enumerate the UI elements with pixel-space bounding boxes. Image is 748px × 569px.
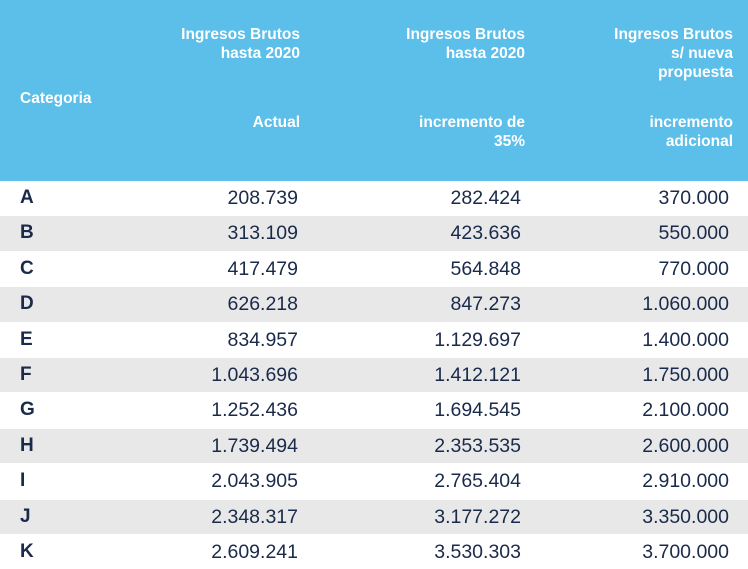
table-row: D 626.218 847.273 1.060.000 bbox=[0, 287, 748, 322]
table-row: A 208.739 282.424 370.000 bbox=[0, 181, 748, 216]
actual-cell: 2.043.905 bbox=[211, 470, 298, 493]
propuesta-cell: 1.060.000 bbox=[642, 293, 729, 316]
incremento35-cell: 847.273 bbox=[450, 293, 522, 316]
propuesta-cell: 3.700.000 bbox=[642, 540, 729, 563]
incremento35-cell: 2.765.404 bbox=[434, 470, 521, 493]
category-cell: G bbox=[20, 399, 35, 421]
actual-cell: 2.348.317 bbox=[211, 505, 298, 528]
header-category: Categoria bbox=[20, 90, 92, 107]
header-col3-sub2: adicional bbox=[665, 133, 733, 150]
header-col2-sub1: incremento de bbox=[419, 114, 525, 131]
header-col1-sub1: Actual bbox=[252, 114, 300, 131]
incremento35-cell: 3.530.303 bbox=[434, 540, 521, 563]
table-row: C 417.479 564.848 770.000 bbox=[0, 251, 748, 287]
table-row: G 1.252.436 1.694.545 2.100.000 bbox=[0, 393, 748, 428]
propuesta-cell: 770.000 bbox=[658, 257, 730, 280]
actual-cell: 1.043.696 bbox=[211, 363, 298, 386]
header-col2-title: Ingresos Brutos hasta 2020 bbox=[355, 25, 525, 63]
category-cell: I bbox=[20, 470, 26, 492]
table-row: E 834.957 1.129.697 1.400.000 bbox=[0, 322, 748, 357]
header-col3-title: Ingresos Brutos s/ nueva propuesta bbox=[583, 25, 733, 82]
propuesta-cell: 550.000 bbox=[658, 222, 730, 245]
header-col1-line2: hasta 2020 bbox=[220, 45, 300, 62]
table-row: K 2.609.241 3.530.303 3.700.000 bbox=[0, 534, 748, 569]
table-row: F 1.043.696 1.412.121 1.750.000 bbox=[0, 357, 748, 393]
incremento35-cell: 282.424 bbox=[450, 187, 522, 209]
incremento35-cell: 564.848 bbox=[450, 257, 522, 280]
header-col1-title: Ingresos Brutos hasta 2020 bbox=[130, 25, 300, 63]
category-cell: D bbox=[20, 293, 34, 315]
category-cell: C bbox=[20, 257, 34, 279]
propuesta-cell: 1.400.000 bbox=[642, 328, 729, 351]
propuesta-cell: 370.000 bbox=[658, 187, 730, 209]
table-row: I 2.043.905 2.765.404 2.910.000 bbox=[0, 464, 748, 499]
incremento35-cell: 2.353.535 bbox=[434, 434, 521, 457]
propuesta-cell: 1.750.000 bbox=[642, 363, 729, 386]
header-col3-line1: Ingresos Brutos bbox=[614, 26, 733, 43]
table-body: A 208.739 282.424 370.000 B 313.109 423.… bbox=[0, 181, 748, 569]
header-col1-line1: Ingresos Brutos bbox=[181, 26, 300, 43]
propuesta-cell: 2.600.000 bbox=[642, 434, 729, 457]
incremento35-cell: 3.177.272 bbox=[434, 505, 521, 528]
actual-cell: 1.739.494 bbox=[211, 434, 298, 457]
actual-cell: 834.957 bbox=[227, 328, 299, 351]
header-col2-subtitle: incremento de 35% bbox=[355, 113, 525, 151]
actual-cell: 313.109 bbox=[227, 222, 299, 245]
table-header: Categoria Ingresos Brutos hasta 2020 Act… bbox=[0, 0, 748, 181]
category-cell: H bbox=[20, 434, 34, 456]
header-col2-sub2: 35% bbox=[493, 133, 525, 150]
category-cell: J bbox=[20, 505, 31, 527]
category-cell: E bbox=[20, 328, 33, 350]
table-row: B 313.109 423.636 550.000 bbox=[0, 216, 748, 251]
header-col2-line2: hasta 2020 bbox=[445, 45, 525, 62]
table-row: J 2.348.317 3.177.272 3.350.000 bbox=[0, 499, 748, 534]
incremento35-cell: 1.412.121 bbox=[434, 363, 521, 386]
category-cell: A bbox=[20, 187, 34, 208]
incremento35-cell: 423.636 bbox=[450, 222, 522, 245]
header-col3-subtitle: incremento adicional bbox=[583, 113, 733, 151]
category-cell: B bbox=[20, 222, 34, 244]
header-col1-subtitle: Actual bbox=[130, 113, 300, 132]
header-col2-line1: Ingresos Brutos bbox=[406, 26, 525, 43]
actual-cell: 417.479 bbox=[227, 257, 299, 280]
category-cell: F bbox=[20, 363, 32, 385]
actual-cell: 2.609.241 bbox=[211, 540, 298, 563]
propuesta-cell: 2.100.000 bbox=[642, 399, 729, 422]
incremento35-cell: 1.694.545 bbox=[434, 399, 521, 422]
actual-cell: 208.739 bbox=[227, 187, 299, 209]
table-row: H 1.739.494 2.353.535 2.600.000 bbox=[0, 428, 748, 464]
propuesta-cell: 3.350.000 bbox=[642, 505, 729, 528]
category-cell: K bbox=[20, 540, 34, 562]
incremento35-cell: 1.129.697 bbox=[434, 328, 521, 351]
header-col3-sub1: incremento bbox=[649, 114, 733, 131]
propuesta-cell: 2.910.000 bbox=[642, 470, 729, 493]
actual-cell: 626.218 bbox=[227, 293, 299, 316]
actual-cell: 1.252.436 bbox=[211, 399, 298, 422]
header-col3-line3: propuesta bbox=[658, 64, 733, 81]
header-col3-line2: s/ nueva bbox=[670, 45, 733, 62]
